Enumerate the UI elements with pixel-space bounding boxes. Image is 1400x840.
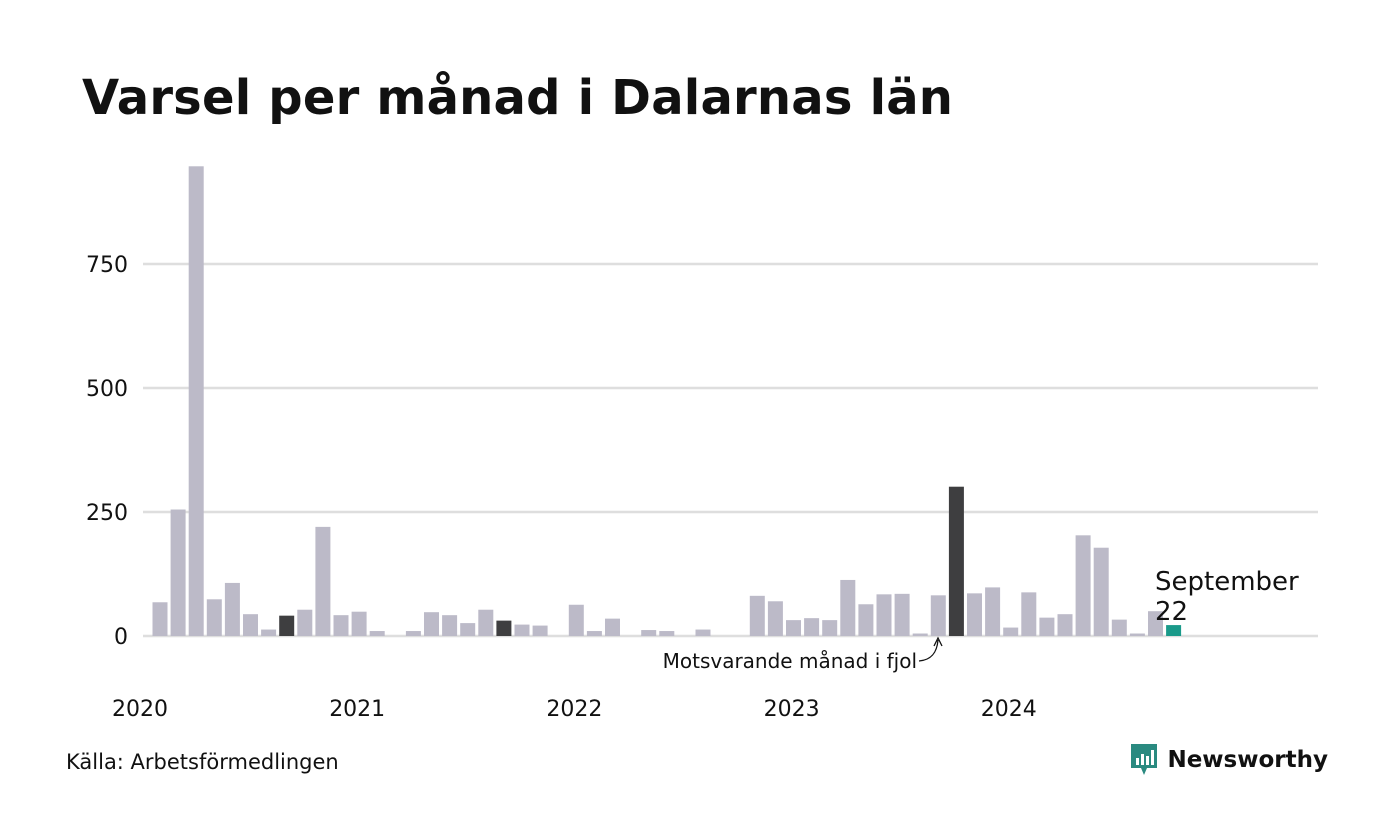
bar xyxy=(749,595,765,636)
annotation-arrowhead xyxy=(933,636,943,647)
x-tick-label: 2021 xyxy=(329,697,385,722)
bar xyxy=(170,509,186,636)
bar xyxy=(967,593,982,636)
x-axis-ticks: 2020 2021 2022 2023 2024 xyxy=(112,697,1037,722)
chart-title: Varsel per månad i Dalarnas län xyxy=(82,70,954,126)
bars xyxy=(152,166,1182,636)
bar xyxy=(315,526,331,636)
bar xyxy=(152,602,168,636)
bar xyxy=(478,609,494,636)
bar xyxy=(1057,614,1073,636)
bar xyxy=(985,587,1001,636)
bar-latest xyxy=(1166,625,1182,636)
newsworthy-logo-text: Newsworthy xyxy=(1167,747,1328,773)
bar xyxy=(1129,633,1145,636)
bar xyxy=(912,633,928,636)
bar xyxy=(442,615,458,636)
bar xyxy=(894,593,910,636)
bar xyxy=(840,579,856,636)
bar xyxy=(514,624,530,636)
bar xyxy=(1021,592,1037,636)
bar xyxy=(1093,547,1109,636)
bar xyxy=(424,612,439,636)
bar-highlighted xyxy=(496,620,512,636)
bar xyxy=(369,631,385,636)
bar xyxy=(659,631,675,636)
bar xyxy=(1039,617,1055,636)
bar xyxy=(206,599,222,636)
bar xyxy=(605,618,620,636)
annotation-arrow xyxy=(918,639,939,662)
bar xyxy=(333,615,349,636)
bar xyxy=(297,609,313,636)
y-tick-label: 250 xyxy=(86,501,128,526)
x-tick-label: 2020 xyxy=(112,697,168,722)
bar xyxy=(188,166,204,636)
last-year-annotation: Motsvarande månad i fjol xyxy=(663,649,917,673)
bar xyxy=(351,611,367,636)
bar xyxy=(786,620,801,636)
latest-month-label: September xyxy=(1155,567,1299,597)
y-axis-ticks: 0 250 500 750 xyxy=(86,253,128,650)
bar xyxy=(695,629,711,636)
bar xyxy=(1075,535,1091,636)
source-note: Källa: Arbetsförmedlingen xyxy=(66,750,339,774)
newsworthy-logo[interactable]: Newsworthy xyxy=(1129,742,1328,778)
bar xyxy=(1003,627,1019,636)
bar-highlighted xyxy=(948,486,964,636)
bar xyxy=(243,614,258,636)
bar xyxy=(586,631,602,636)
bar xyxy=(767,601,783,636)
bar xyxy=(261,629,277,636)
bar xyxy=(822,620,838,636)
bar xyxy=(1111,619,1127,636)
bar xyxy=(930,595,946,636)
y-tick-label: 750 xyxy=(86,253,128,278)
bar xyxy=(876,594,892,636)
bar xyxy=(858,604,874,636)
x-tick-label: 2023 xyxy=(764,697,820,722)
bar xyxy=(1148,611,1163,636)
x-tick-label: 2022 xyxy=(546,697,602,722)
latest-value-label: 22 xyxy=(1155,597,1188,627)
x-tick-label: 2024 xyxy=(981,697,1037,722)
y-tick-label: 500 xyxy=(86,377,128,402)
newsworthy-logo-icon xyxy=(1131,744,1158,775)
y-tick-label: 0 xyxy=(114,625,128,650)
bar xyxy=(224,582,240,636)
bar xyxy=(532,625,548,636)
annotations: Motsvarande månad i fjol September 22 xyxy=(663,567,1299,673)
bar xyxy=(460,623,476,636)
bar xyxy=(804,618,820,636)
bar xyxy=(405,631,421,636)
bar xyxy=(641,630,657,636)
bar xyxy=(568,604,584,636)
bar-highlighted xyxy=(279,615,295,636)
